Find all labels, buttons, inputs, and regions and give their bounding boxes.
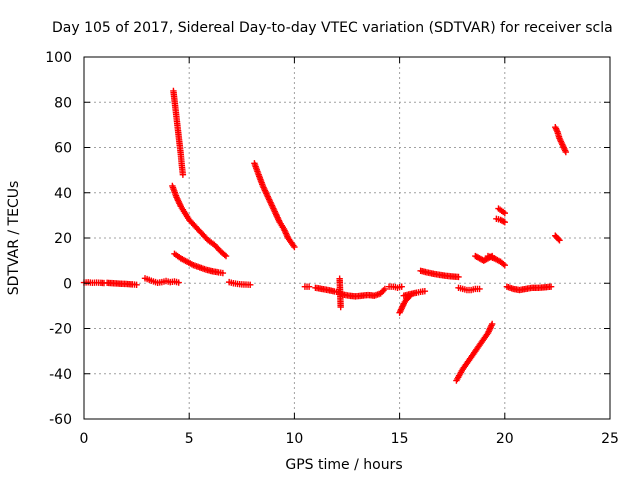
- data-point: [421, 287, 429, 295]
- series-arc-20: [493, 215, 508, 226]
- series-arc-21: [495, 205, 508, 217]
- series-arc-12: [385, 283, 405, 291]
- series-arc-22: [503, 283, 555, 294]
- series-arc-10: [312, 284, 389, 300]
- series-arc-15: [417, 267, 462, 281]
- x-tick-label: 5: [185, 431, 194, 447]
- series-arc-14: [400, 287, 429, 299]
- series-arc-23: [552, 232, 563, 244]
- data-point: [476, 285, 483, 293]
- data-point: [219, 269, 227, 277]
- data-point: [381, 285, 389, 293]
- data-point: [179, 171, 187, 178]
- series-arc-6: [171, 250, 227, 277]
- series-arc-16: [455, 284, 483, 294]
- y-tick-label: 0: [63, 276, 72, 292]
- x-tick-label: 20: [496, 431, 514, 447]
- series-arc-9: [301, 283, 313, 290]
- chart-title: Day 105 of 2017, Sidereal Day-to-day VTE…: [52, 20, 613, 36]
- series-arc-2: [103, 279, 140, 289]
- data-point: [500, 260, 507, 268]
- y-tick-label: 100: [45, 50, 72, 66]
- series-arc-8: [251, 160, 298, 251]
- data-point: [501, 218, 508, 226]
- data-point: [455, 273, 462, 281]
- data-point: [556, 237, 563, 244]
- data-point: [547, 283, 555, 290]
- y-tick-label: 20: [54, 231, 72, 247]
- data-point: [500, 218, 507, 225]
- series-arc-19: [484, 252, 508, 269]
- y-tick-label: 60: [54, 141, 72, 157]
- data-point: [305, 283, 313, 290]
- data-point: [501, 209, 508, 217]
- data-point: [488, 320, 496, 328]
- data-point: [247, 281, 254, 289]
- series-arc-17: [453, 320, 496, 384]
- points-layer: [80, 87, 570, 384]
- series-arc-1: [80, 279, 108, 287]
- data-point: [221, 251, 228, 259]
- series-arc-5: [169, 182, 230, 260]
- grid-layer: [84, 57, 610, 419]
- data-point: [291, 243, 298, 251]
- data-point: [222, 252, 230, 260]
- series-arc-4: [170, 87, 187, 178]
- y-tick-label: 40: [54, 186, 72, 202]
- series-arc-11: [336, 275, 344, 311]
- x-tick-label: 0: [80, 431, 89, 447]
- y-tick-label: 80: [54, 95, 72, 111]
- data-point: [562, 148, 570, 156]
- data-point: [175, 279, 182, 286]
- y-tick-label: -40: [49, 367, 72, 383]
- ticks-layer: 0 5 10 15 20 25 -60 -40 -20 0 20 40 60 80 100: [45, 50, 619, 447]
- x-tick-label: 15: [391, 431, 409, 447]
- series-arc-7: [225, 278, 254, 289]
- x-tick-label: 10: [285, 431, 303, 447]
- data-point: [398, 283, 405, 290]
- series-arc-3: [141, 275, 182, 286]
- y-tick-label: -60: [49, 412, 72, 428]
- data-point: [501, 261, 508, 269]
- data-point: [555, 235, 562, 243]
- data-point: [337, 303, 344, 311]
- series-arc-24: [552, 123, 570, 156]
- data-point: [133, 281, 140, 289]
- y-tick-label: -20: [49, 322, 72, 338]
- plot-frame: [83, 56, 611, 420]
- x-axis-label: GPS time / hours: [285, 457, 402, 473]
- x-tick-label: 25: [601, 431, 619, 447]
- y-axis-label: SDTVAR / TECUs: [6, 181, 22, 296]
